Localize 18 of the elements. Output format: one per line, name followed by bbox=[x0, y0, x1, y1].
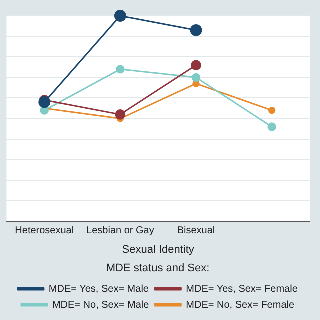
legend-label: MDE= No, Sex= Male bbox=[52, 300, 150, 311]
x-tick-label: Lesbian or Gay bbox=[86, 225, 154, 236]
x-axis-title: Sexual Identity bbox=[122, 244, 195, 256]
point bbox=[190, 24, 202, 36]
legend-label: MDE= No, Sex= Female bbox=[186, 300, 295, 311]
legend-label: MDE= Yes, Sex= Male bbox=[48, 284, 150, 295]
point bbox=[268, 107, 276, 114]
point bbox=[191, 60, 202, 70]
legend-label: MDE= Yes, Sex= Female bbox=[186, 284, 298, 295]
point bbox=[192, 73, 201, 82]
point bbox=[268, 122, 276, 132]
point bbox=[38, 96, 51, 108]
point bbox=[115, 110, 126, 120]
x-tick-label: Heterosexual bbox=[15, 225, 74, 236]
point bbox=[116, 65, 125, 74]
point bbox=[114, 10, 126, 22]
x-tick-label: Bisexual bbox=[177, 225, 216, 236]
legend-title: MDE status and Sex: bbox=[106, 262, 210, 274]
